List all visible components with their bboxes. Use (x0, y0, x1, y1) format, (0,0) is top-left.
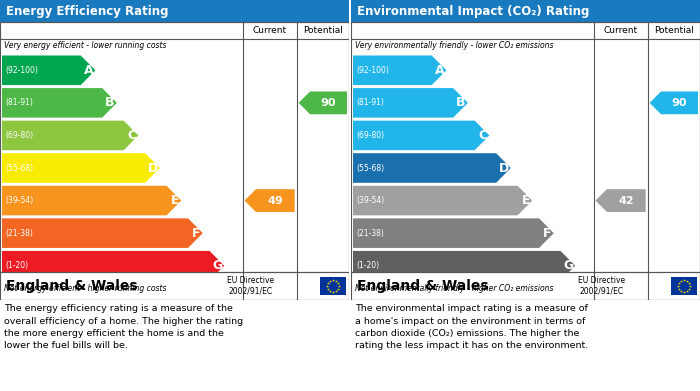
Text: (39-54): (39-54) (5, 196, 34, 205)
Polygon shape (2, 88, 117, 118)
Text: (1-20): (1-20) (356, 261, 379, 270)
Text: Current: Current (603, 26, 638, 35)
Text: Not environmentally friendly - higher CO₂ emissions: Not environmentally friendly - higher CO… (355, 284, 554, 293)
Text: (21-38): (21-38) (356, 229, 384, 238)
Text: England & Wales: England & Wales (6, 279, 138, 293)
Text: B: B (106, 96, 115, 109)
Bar (671, 277, 697, 295)
Text: (55-68): (55-68) (356, 163, 384, 172)
Text: (81-91): (81-91) (5, 99, 33, 108)
Bar (351, 0, 700, 22)
Text: 42: 42 (619, 196, 634, 206)
Text: G: G (563, 259, 573, 272)
Polygon shape (650, 91, 698, 114)
Text: D: D (148, 161, 158, 174)
Text: D: D (498, 161, 509, 174)
Text: 49: 49 (267, 196, 284, 206)
Text: Current: Current (253, 26, 287, 35)
Text: A: A (84, 64, 93, 77)
Text: Potential: Potential (303, 26, 343, 35)
Text: F: F (543, 227, 552, 240)
Text: 90: 90 (672, 98, 687, 108)
Polygon shape (353, 218, 554, 248)
Polygon shape (2, 56, 95, 85)
Polygon shape (353, 88, 468, 118)
Text: (1-20): (1-20) (5, 261, 28, 270)
Text: The environmental impact rating is a measure of
a home's impact on the environme: The environmental impact rating is a mea… (355, 304, 588, 350)
Text: G: G (212, 259, 222, 272)
Polygon shape (2, 121, 139, 150)
Text: (39-54): (39-54) (356, 196, 384, 205)
Text: Potential: Potential (654, 26, 694, 35)
Text: C: C (127, 129, 136, 142)
Polygon shape (299, 91, 347, 114)
Text: E: E (171, 194, 179, 207)
Text: (55-68): (55-68) (5, 163, 33, 172)
Text: Very environmentally friendly - lower CO₂ emissions: Very environmentally friendly - lower CO… (355, 41, 554, 50)
Text: (21-38): (21-38) (5, 229, 33, 238)
Polygon shape (353, 153, 511, 183)
Text: 90: 90 (321, 98, 336, 108)
Text: Energy Efficiency Rating: Energy Efficiency Rating (6, 5, 169, 18)
Polygon shape (596, 189, 645, 212)
Polygon shape (2, 251, 224, 280)
Text: F: F (193, 227, 201, 240)
Text: (81-91): (81-91) (356, 99, 384, 108)
Text: The energy efficiency rating is a measure of the
overall efficiency of a home. T: The energy efficiency rating is a measur… (4, 304, 243, 350)
Polygon shape (2, 186, 181, 215)
Text: Very energy efficient - lower running costs: Very energy efficient - lower running co… (4, 41, 167, 50)
Bar (0, 0, 349, 22)
Bar (351, 272, 700, 300)
Bar (0, 272, 349, 300)
Bar (320, 277, 346, 295)
Polygon shape (353, 186, 532, 215)
Text: Environmental Impact (CO₂) Rating: Environmental Impact (CO₂) Rating (357, 5, 589, 18)
Polygon shape (2, 153, 160, 183)
Text: C: C (478, 129, 487, 142)
Text: (69-80): (69-80) (5, 131, 33, 140)
Text: EU Directive
2002/91/EC: EU Directive 2002/91/EC (227, 276, 274, 296)
Polygon shape (2, 218, 203, 248)
Text: EU Directive
2002/91/EC: EU Directive 2002/91/EC (578, 276, 625, 296)
Text: Not energy efficient - higher running costs: Not energy efficient - higher running co… (4, 284, 167, 293)
Polygon shape (353, 121, 489, 150)
Text: B: B (456, 96, 466, 109)
Text: (92-100): (92-100) (356, 66, 389, 75)
Polygon shape (244, 189, 295, 212)
Text: E: E (522, 194, 531, 207)
Polygon shape (353, 56, 447, 85)
Text: (92-100): (92-100) (5, 66, 38, 75)
Polygon shape (353, 251, 575, 280)
Text: (69-80): (69-80) (356, 131, 384, 140)
Text: England & Wales: England & Wales (357, 279, 489, 293)
Text: A: A (435, 64, 444, 77)
